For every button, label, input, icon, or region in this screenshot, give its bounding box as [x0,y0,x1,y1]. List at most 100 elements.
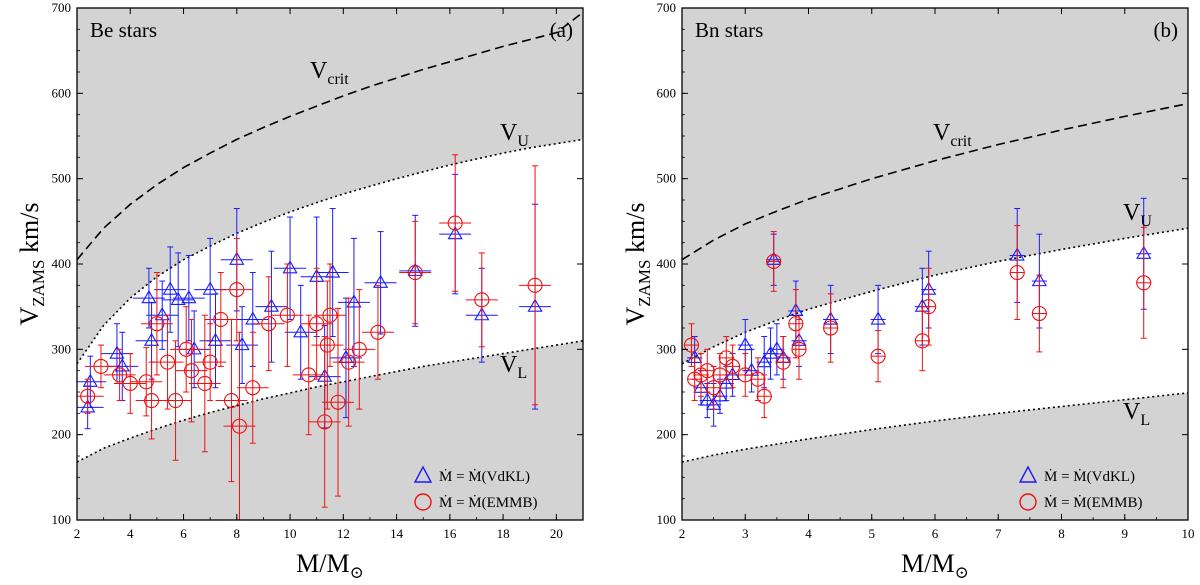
chart-panel-b: 2 3 4 5 6 7 8 9 10100200300400500600700M/M⊙VZAMS… [621,0,1195,582]
shaded-region-lower [682,392,1188,520]
data-point-triangle [181,290,197,304]
y-tick-label: 500 [657,171,677,186]
data-point-circle [112,367,128,383]
legend-entry-emmb: Ṁ = Ṁ(EMMB) [439,495,537,511]
label-vu: VU [500,120,529,150]
data-point-circle [712,367,728,383]
data-point-triangle [346,294,362,308]
data-point-circle [178,341,194,357]
data-point-circle [309,316,325,332]
data-point-circle [197,375,213,392]
x-tick-label: 6 [180,526,187,541]
y-axis-label: VZAMS km/s [15,202,48,325]
label-vl: VL [1123,399,1150,429]
data-point-triangle [769,341,785,355]
x-axis-label-main: M/M [296,549,349,578]
label-vl-main: V [500,352,518,378]
data-point-circle [527,277,543,293]
data-point-circle [791,341,807,357]
data-point-circle [370,324,386,340]
data-point-triangle [737,336,753,351]
x-tick-label: 4 [805,526,812,541]
x-tick-label: 9 [1122,526,1129,541]
data-point-circle [351,341,367,357]
data-point-triangle [718,375,734,389]
data-point-circle [159,354,176,370]
data-point-circle [213,311,229,328]
y-tick-label: 400 [657,256,677,271]
label-vl-main: V [1123,399,1141,425]
y-axis-label-main: V [15,307,44,326]
label-vcrit-sub: crit [950,133,972,150]
y-tick-label: 200 [657,427,677,442]
panel-label: (b) [1154,18,1179,42]
x-tick-label: 6 [932,526,939,541]
data-point-triangle [186,341,202,355]
data-point-circle [921,299,937,315]
x-axis-label-sub: ⊙ [955,563,969,582]
plot-area [77,8,583,520]
label-vcrit-main: V [310,58,328,84]
legend: Ṁ = Ṁ(VdKL) Ṁ = Ṁ(EMMB) [413,465,537,511]
data-point-circle [279,307,295,323]
label-vcrit-sub: crit [327,71,349,88]
data-point-circle [183,363,200,379]
panel-label: (a) [550,18,573,42]
data-point-triangle [109,345,125,359]
data-point-triangle [114,358,130,372]
y-tick-label: 700 [52,0,72,15]
vcrit-curve [682,102,1188,261]
data-point-circle [93,358,109,374]
legend-entry-vdkl: Ṁ = Ṁ(VdKL) [439,469,530,485]
data-point-circle [1136,275,1152,291]
data-point-triangle [82,373,98,387]
y-axis-label-unit: km/s [621,202,650,259]
label-vl-sub: L [1140,412,1150,429]
data-point-circle [322,307,338,323]
data-point-circle [80,388,96,404]
y-tick-label: 600 [52,85,72,100]
legend: Ṁ = Ṁ(VdKL) Ṁ = Ṁ(EMMB) [1018,465,1142,511]
data-point-circle [788,316,804,332]
ticks: 2 4 6 8 10 12 14 16 18 20 100 200 300 400 500 600 700 [52,0,584,541]
legend-entry-vdkl: Ṁ = Ṁ(VdKL) [1044,469,1135,485]
data-point-circle [229,282,245,298]
label-vcrit: Vcrit [933,120,972,150]
vcrit-curve [77,11,583,261]
chart-panel-a: 2 4 6 8 10 12 14 16 18 20 100 200 300 400 500 600 700 M/M… [15,0,584,582]
y-tick-label: 400 [52,256,72,271]
y-tick-label: 100 [657,512,677,527]
y-axis-label: VZAMS km/s [621,202,654,325]
x-axis-label: M/M⊙ [901,549,969,582]
data-point-triangle [712,388,728,402]
data-point-circle [202,354,218,370]
data-point-triangle [162,281,178,295]
shaded-region-lower [77,340,583,520]
x-tick-label: 2 [74,526,81,541]
x-axis-label-main: M/M [901,549,954,578]
series-emmb [683,225,1152,419]
x-tick-label: 18 [497,526,510,541]
plot-area [682,8,1188,520]
x-tick-label: 12 [337,526,350,541]
data-point-triangle [293,324,309,338]
data-point-triangle [143,332,160,346]
label-vl-sub: L [517,365,527,382]
label-vcrit: Vcrit [310,58,349,88]
data-point-triangle [325,264,341,278]
shaded-region-upper [682,8,1188,364]
x-tick-label: 14 [390,526,404,541]
legend-triangle-icon [1018,465,1038,483]
x-tick-label: 2 [679,526,686,541]
y-tick-label: 300 [52,341,72,356]
data-point-circle [341,354,357,370]
data-point-circle [725,358,741,374]
label-vl: VL [500,352,527,382]
series-emmb [77,154,552,520]
data-point-circle [706,380,722,396]
data-point-circle [319,337,335,353]
legend-circle-icon [1019,493,1037,511]
legend-circle-icon [414,493,432,511]
data-point-circle [474,292,490,308]
data-point-triangle [263,298,280,312]
